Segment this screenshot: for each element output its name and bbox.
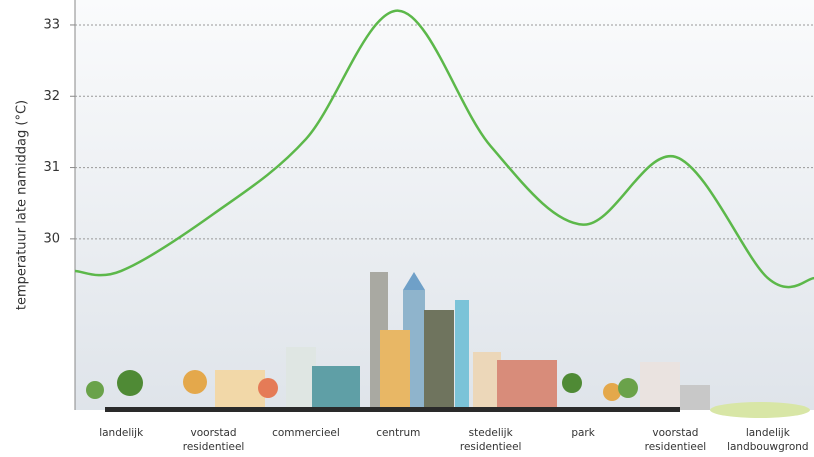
x-tick-label: voorstad residentieel (182, 427, 245, 453)
x-tick-label: landelijk landbouwgrond (727, 427, 809, 453)
y-tick-label: 31 (43, 160, 60, 175)
x-tick-label: park (571, 427, 595, 439)
x-tick-label: landelijk (99, 427, 144, 439)
temperature-line (74, 9, 814, 289)
x-tick-label: commercieel (272, 427, 340, 439)
y-tick-label: 30 (43, 231, 60, 246)
x-tick-label: stedelijk residentieel (459, 427, 522, 453)
x-tick-label: voorstad residentieel (644, 427, 707, 453)
y-tick-label: 33 (43, 17, 60, 32)
city-illustration (86, 272, 810, 418)
y-tick-label: 32 (43, 89, 60, 104)
x-tick-label: centrum (376, 427, 421, 439)
y-axis-label: temperatuur late namiddag (°C) (15, 100, 30, 310)
